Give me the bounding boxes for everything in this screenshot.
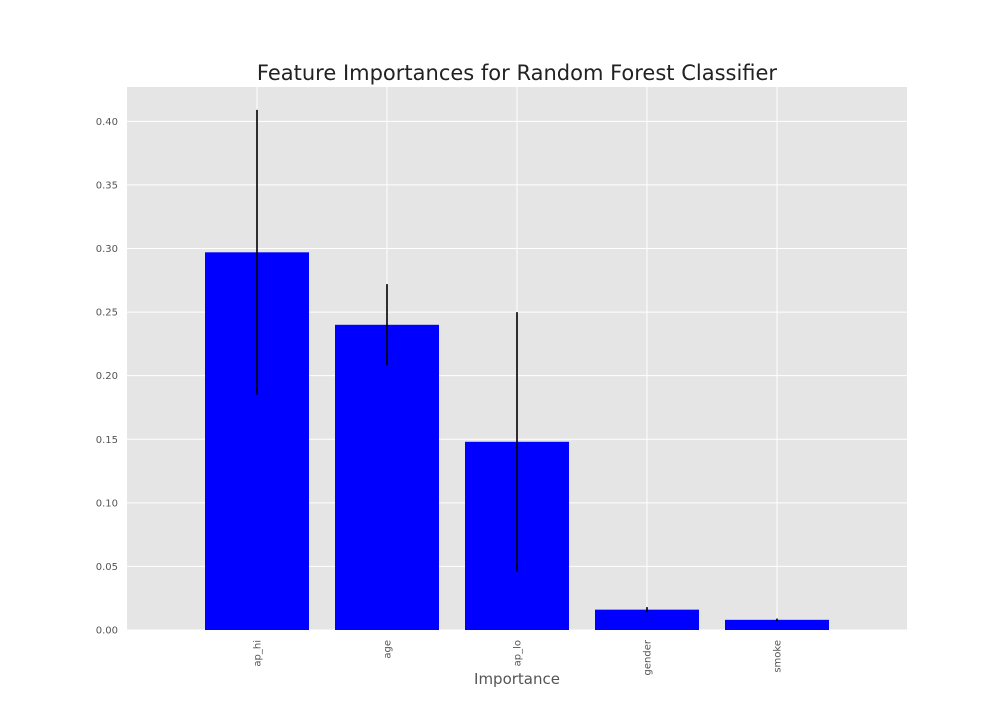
y-tick-label: 0.40 (96, 117, 118, 128)
y-tick-label: 0.35 (96, 180, 118, 191)
y-tick-label: 0.30 (96, 244, 118, 255)
y-tick-label: 0.00 (96, 626, 118, 637)
x-tick-label: smoke (773, 640, 784, 673)
chart-title: Feature Importances for Random Forest Cl… (257, 61, 778, 85)
y-tick-label: 0.15 (96, 435, 118, 446)
bar-smoke (725, 619, 829, 630)
error-bars (256, 109, 778, 622)
x-tick-label: ap_hi (253, 640, 264, 667)
bar-gender (595, 609, 699, 630)
x-tick-label: ap_lo (513, 640, 524, 666)
y-tick-label: 0.10 (96, 498, 118, 509)
y-tick-label: 0.25 (96, 308, 118, 319)
y-tick-label: 0.05 (96, 562, 118, 573)
x-tick-label: age (383, 640, 394, 659)
y-axis-ticks: 0.00 0.05 0.10 0.15 0.20 0.25 0.30 0.35 0.40 (96, 117, 118, 637)
x-tick-label: gender (643, 639, 654, 675)
x-axis-label: Importance (474, 670, 560, 688)
bar-age (335, 324, 439, 630)
y-tick-label: 0.20 (96, 371, 118, 382)
x-axis-ticks: ap_hi age ap_lo gender smoke (253, 639, 784, 675)
